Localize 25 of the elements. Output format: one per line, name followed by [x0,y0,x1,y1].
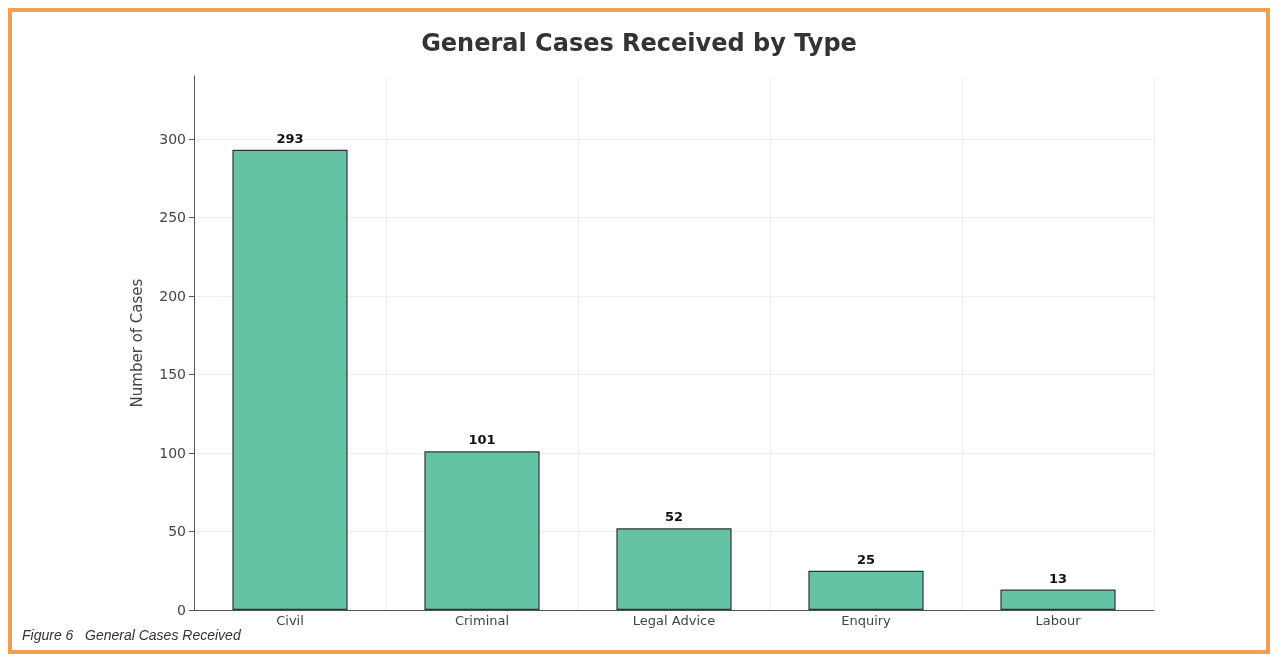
bar [616,528,732,610]
data-label: 101 [468,432,496,448]
data-label: 25 [856,551,876,567]
bar [808,570,924,610]
chart-title: General Cases Received by Type [421,29,857,57]
bar [1000,589,1116,610]
x-tick-label: Enquiry [841,613,892,628]
bar [232,149,348,610]
y-tick-label: 250 [159,209,186,226]
caption: Figure 6 General Cases Received [22,627,242,643]
y-tick-label: 150 [159,366,186,383]
data-label: 293 [276,130,304,146]
x-tick-label: Civil [276,613,304,628]
y-tick-label: 100 [159,444,186,461]
x-tick-label: Legal Advice [632,613,716,628]
x-tick-label: Criminal [454,613,510,628]
y-tick-label: 50 [168,523,186,540]
bar [424,451,540,610]
data-label: 13 [1048,570,1068,586]
y-tick-label: 300 [159,130,186,147]
y-axis-title: Number of Cases [127,278,146,408]
x-tick-label: Labour [1035,613,1082,628]
data-label: 52 [664,509,684,525]
y-tick-label: 200 [159,287,186,304]
y-tick-label: 0 [177,602,186,618]
